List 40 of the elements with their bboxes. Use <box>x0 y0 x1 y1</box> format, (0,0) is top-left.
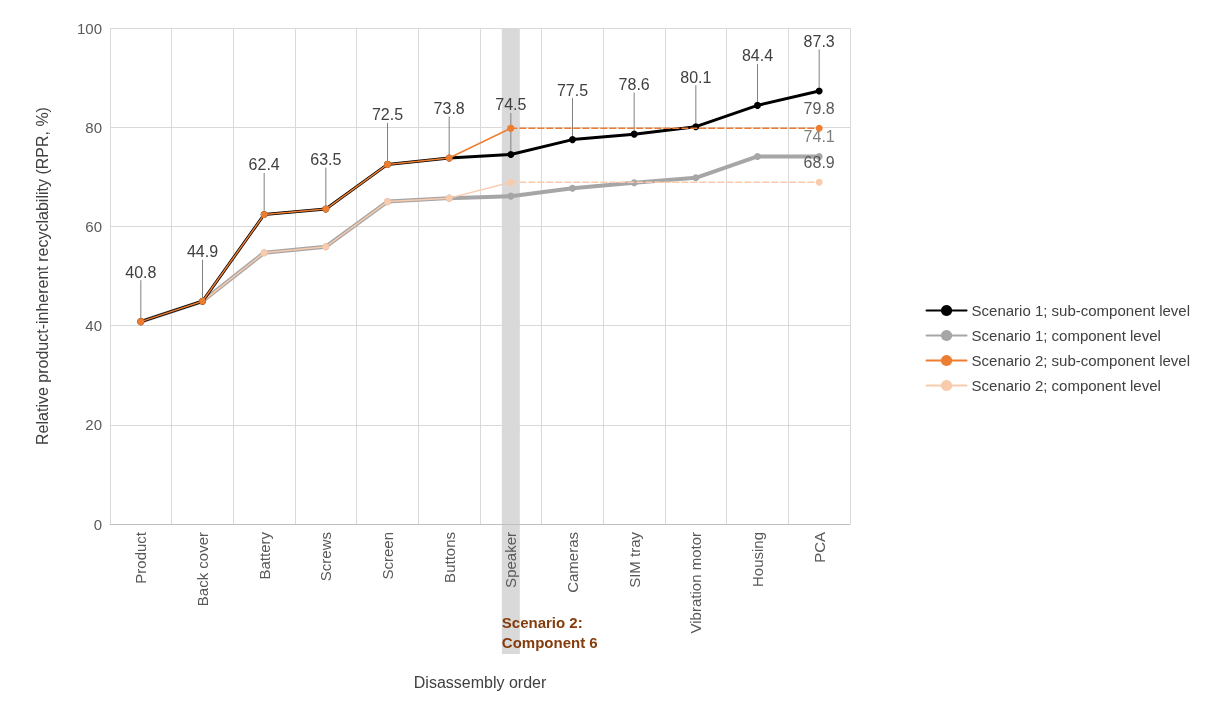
y-tick-label: 60 <box>85 217 102 235</box>
y-tick-label: 100 <box>76 19 102 37</box>
data-label: 72.5 <box>371 106 404 124</box>
y-tick-label: 0 <box>93 515 102 533</box>
data-label: 62.4 <box>248 156 280 174</box>
x-tick-label: Product <box>132 531 150 584</box>
data-label: 74.5 <box>495 96 527 114</box>
data-label: 73.8 <box>433 99 465 117</box>
legend-label: Scenario 1; component level <box>971 327 1161 344</box>
data-label: 40.8 <box>125 263 157 281</box>
x-tick-label: Cameras <box>564 532 581 593</box>
x-tick-label: SIM tray <box>625 531 643 588</box>
x-tick-label: Housing <box>749 532 766 588</box>
data-label: 68.9 <box>803 154 835 172</box>
data-label: 79.8 <box>803 100 835 118</box>
data-label: 63.5 <box>310 151 342 169</box>
y-axis-title: Relative product-inherent recyclability (RPR, %) <box>33 107 51 445</box>
legend-label: Scenario 2; component level <box>971 377 1161 394</box>
data-label: 78.6 <box>618 76 650 94</box>
y-tick-label: 20 <box>85 416 102 434</box>
band-label: Scenario 2: Component 6 <box>501 613 598 651</box>
data-label: 84.4 <box>741 47 774 65</box>
legend-label: Scenario 2; sub-component level <box>971 352 1191 369</box>
x-tick-label: Back cover <box>194 532 211 607</box>
x-tick-label: Screws <box>317 532 335 582</box>
data-label: 44.9 <box>186 243 219 261</box>
x-tick-label: Buttons <box>440 532 458 583</box>
x-tick-label: Battery <box>255 531 273 580</box>
y-tick-label: 40 <box>85 317 102 335</box>
x-tick-label: Speaker <box>502 532 520 588</box>
data-label: 77.5 <box>556 81 589 99</box>
data-label: 80.1 <box>680 68 712 86</box>
legend-label: Scenario 1; sub-component level <box>971 302 1191 319</box>
x-tick-label: Vibration motor <box>687 532 705 634</box>
x-axis-title: Disassembly order <box>413 673 547 691</box>
data-label: 74.1 <box>803 128 835 146</box>
x-tick-label: PCA <box>810 532 828 563</box>
data-label: 87.3 <box>803 32 835 50</box>
x-tick-label: Screen <box>379 532 396 580</box>
y-tick-label: 80 <box>85 118 102 136</box>
